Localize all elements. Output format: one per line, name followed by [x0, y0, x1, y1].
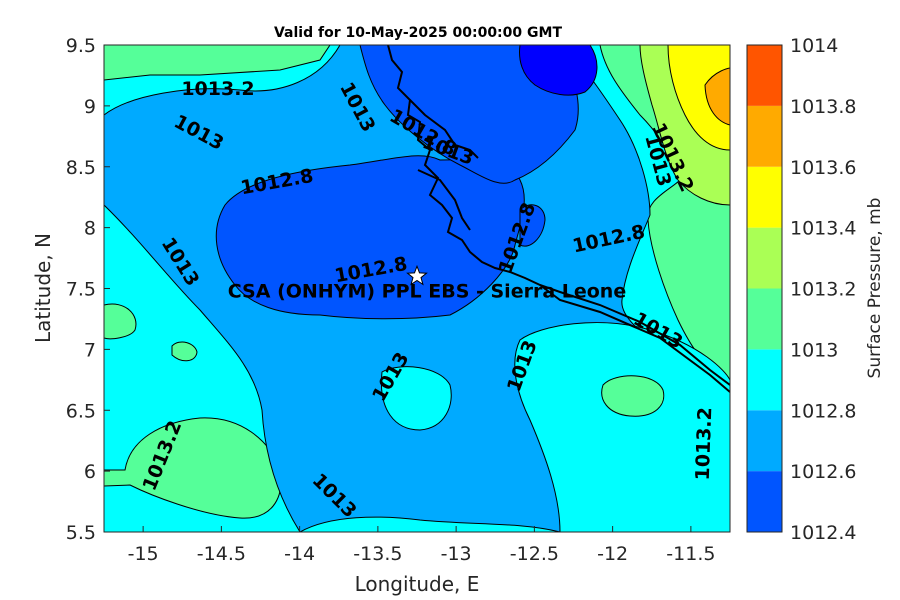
- colorbar-tick-label: 1013.6: [790, 157, 856, 179]
- patch-1013.8: [704, 67, 730, 126]
- x-tick-label: -12.5: [510, 543, 559, 565]
- y-tick-label: 7.5: [66, 279, 96, 301]
- hole-1013-center: [380, 366, 452, 431]
- y-tick-label: 5.5: [66, 522, 96, 544]
- colorbar-tick-label: 1014: [790, 35, 838, 57]
- contour-field: [104, 45, 730, 532]
- x-tick-label: -13: [441, 543, 472, 565]
- patch-1013.2-west: [104, 303, 137, 340]
- colorbar-label: Surface Pressure, mb: [865, 198, 885, 379]
- colorbar-band: [747, 410, 782, 472]
- x-axis-label: Longitude, E: [355, 572, 480, 596]
- colorbar-band: [747, 349, 782, 411]
- patch-1013.2-southeast-top: [601, 375, 665, 417]
- site-marker-group: CSA (ONHYM) PPL EBS - Sierra Leone: [228, 264, 626, 302]
- colorbar-band: [747, 288, 782, 350]
- y-tick-label: 9.5: [66, 35, 96, 57]
- y-tick-label: 8: [84, 218, 96, 240]
- x-tick-label: -13.5: [353, 543, 402, 565]
- y-axis-label: Latitude, N: [31, 233, 55, 343]
- x-tick-label: -15: [128, 543, 159, 565]
- y-tick-label: 9: [84, 96, 96, 118]
- coastline: [387, 45, 730, 386]
- patch-1013.6: [667, 45, 730, 151]
- chart-title: Valid for 10-May-2025 00:00:00 GMT: [274, 25, 562, 41]
- x-tick-label: -11.5: [666, 543, 715, 565]
- colorbar-tick-label: 1013: [790, 339, 838, 361]
- site-star-icon: [406, 264, 428, 286]
- y-tick-label: 7: [84, 339, 96, 361]
- region-1012.4: [519, 45, 598, 96]
- patch-1013.2-islet: [171, 341, 198, 362]
- colorbar-band: [747, 471, 782, 532]
- site-label: CSA (ONHYM) PPL EBS - Sierra Leone: [228, 280, 626, 302]
- x-tick-label: -14: [284, 543, 315, 565]
- x-axis-ticks: -15 -14.5 -14 -13.5 -13 -12.5 -12 -11.5: [128, 526, 715, 565]
- region-1012.6-north: [359, 45, 579, 184]
- y-axis-ticks: 9.5 9 8.5 8 7.5 7 6.5 6 5.5: [66, 35, 110, 544]
- colorbar-tick-label: 1013.4: [790, 218, 856, 240]
- colorbar-band: [747, 227, 782, 289]
- colorbar: 1014 1013.8 1013.6 1013.4 1013.2 1013 1012.8 10…: [746, 35, 856, 544]
- x-tick-label: -14.5: [197, 543, 246, 565]
- colorbar-band: [747, 105, 782, 167]
- river-central: [417, 169, 471, 231]
- colorbar-band: [747, 166, 782, 228]
- river-north: [409, 99, 479, 159]
- contour-label: 1013.2: [181, 78, 254, 100]
- hole-1013-south: [298, 516, 561, 532]
- border-line: [539, 284, 730, 393]
- hole-1013-southeast: [514, 322, 730, 532]
- region-1012.6-east-lobe: [519, 204, 546, 247]
- colorbar-band: [747, 45, 782, 106]
- colorbar-tick-label: 1013.2: [790, 279, 856, 301]
- colorbar-tick-label: 1012.8: [790, 400, 856, 422]
- colorbar-tick-label: 1012.4: [790, 522, 856, 544]
- y-tick-label: 8.5: [66, 157, 96, 179]
- region-1012.6-central: [215, 155, 525, 320]
- contour-label: 1013.2: [692, 407, 717, 481]
- colorbar-tick-label: 1013.8: [790, 96, 856, 118]
- x-tick-label: -12: [597, 543, 628, 565]
- y-tick-label: 6: [84, 461, 96, 483]
- colorbar-tick-label: 1012.6: [790, 461, 856, 483]
- patch-1013.2-northwest: [104, 45, 331, 81]
- y-tick-label: 6.5: [66, 400, 96, 422]
- colorbar-frame: [746, 44, 783, 533]
